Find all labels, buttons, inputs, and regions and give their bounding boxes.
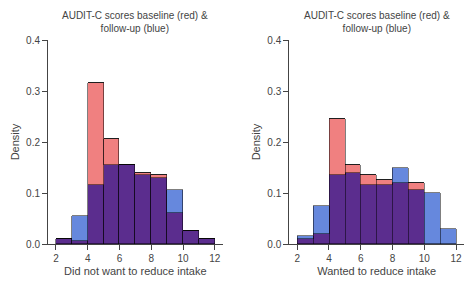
svg-text:Density: Density [9, 123, 21, 160]
svg-text:4: 4 [326, 253, 332, 264]
svg-text:AUDIT-C scores baseline (red): AUDIT-C scores baseline (red) &follow-up… [62, 10, 208, 34]
svg-text:4: 4 [85, 253, 91, 264]
svg-text:0.2: 0.2 [26, 137, 40, 148]
svg-text:10: 10 [419, 253, 431, 264]
svg-text:0.4: 0.4 [267, 35, 281, 46]
svg-text:8: 8 [148, 253, 154, 264]
svg-text:2: 2 [53, 253, 59, 264]
svg-text:0.3: 0.3 [26, 86, 40, 97]
svg-text:0.0: 0.0 [26, 239, 40, 250]
svg-text:0.0: 0.0 [267, 239, 281, 250]
svg-text:6: 6 [358, 253, 364, 264]
svg-text:10: 10 [177, 253, 189, 264]
svg-text:0.1: 0.1 [26, 188, 40, 199]
svg-text:2: 2 [294, 253, 300, 264]
svg-text:0.1: 0.1 [267, 188, 281, 199]
svg-text:0.3: 0.3 [267, 86, 281, 97]
svg-text:12: 12 [450, 253, 462, 264]
svg-text:Density: Density [250, 123, 262, 160]
svg-text:Wanted to reduce intake: Wanted to reduce intake [317, 265, 436, 277]
svg-text:Did not want to reduce intake: Did not want to reduce intake [64, 265, 206, 277]
svg-text:0.4: 0.4 [26, 35, 40, 46]
svg-text:12: 12 [209, 253, 221, 264]
svg-text:AUDIT-C scores baseline (red): AUDIT-C scores baseline (red) &follow-up… [304, 10, 450, 34]
svg-text:0.2: 0.2 [267, 137, 281, 148]
svg-text:6: 6 [117, 253, 123, 264]
svg-text:8: 8 [390, 253, 396, 264]
